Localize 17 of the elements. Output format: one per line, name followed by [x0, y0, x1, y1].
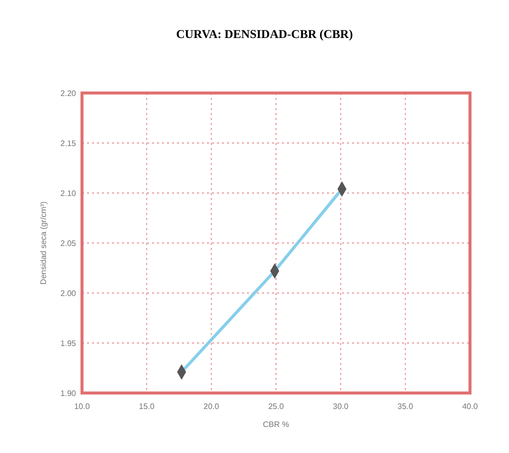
y-axis-title: Densidad seca (gr/cm³) [39, 201, 48, 285]
x-tick-label: 10.0 [74, 402, 90, 411]
y-tick-label: 1.95 [60, 339, 77, 348]
x-tick-label: 35.0 [398, 402, 414, 411]
x-tick-label: 15.0 [138, 402, 155, 411]
x-tick-label: 30.0 [332, 402, 349, 411]
x-tick-label: 20.0 [204, 402, 220, 411]
y-tick-label: 2.15 [60, 139, 77, 148]
y-tick-label: 2.20 [60, 89, 77, 98]
y-tick-label: 2.10 [60, 189, 77, 198]
y-tick-label: 1.90 [60, 389, 77, 398]
x-axis-title: CBR % [262, 420, 290, 429]
y-tick-label: 2.05 [60, 239, 77, 248]
x-tick-label: 25.0 [268, 402, 284, 411]
chart-title: CURVA: DENSIDAD-CBR (CBR) [176, 27, 353, 41]
y-tick-label: 2.00 [60, 289, 77, 298]
x-tick-label: 40.0 [462, 402, 478, 411]
